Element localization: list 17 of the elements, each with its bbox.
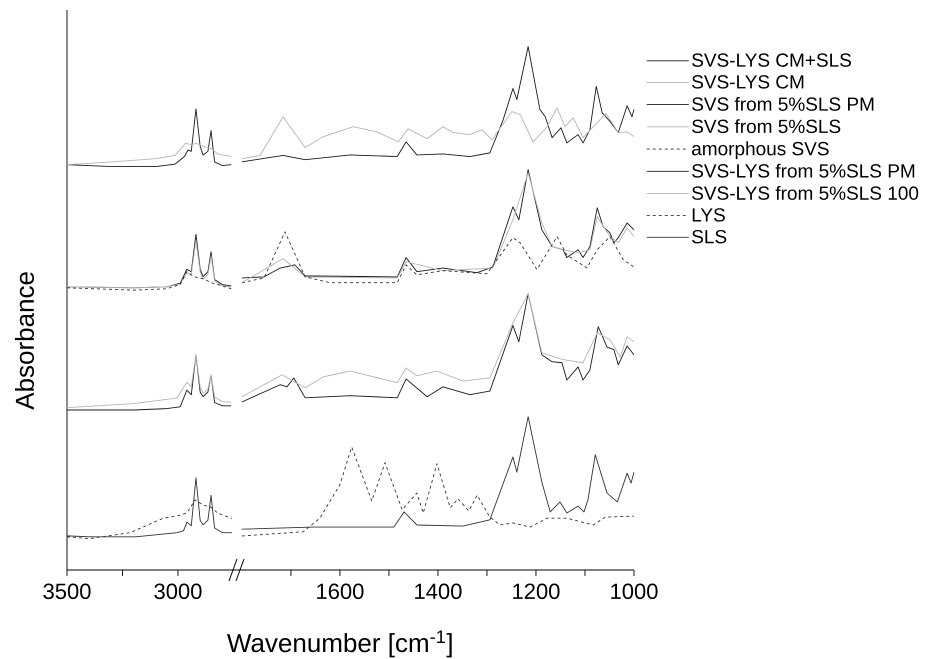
x-tick-label: 1200 (513, 584, 560, 600)
legend-label: SVS from 5%SLS (692, 119, 840, 134)
x-tick-label: 3000 (154, 584, 202, 600)
legend-label: LYS (692, 208, 725, 222)
x-axis-title: Wavenumber [cm$^{-1}$] (226, 630, 452, 658)
legend-label: SVS from 5%SLS PM (692, 96, 874, 111)
x-tick-label: 1400 (415, 584, 462, 600)
legend-label: SLS (692, 230, 726, 244)
legend-label: SVS-LYS from 5%SLS PM (692, 164, 914, 178)
x-tick-label: 3500 (43, 584, 91, 600)
legend-label: amorphous SVS (692, 141, 829, 160)
legend-label: SVS-LYS from 5%SLS 100 (692, 186, 918, 200)
x-tick-label: 1000 (611, 584, 658, 600)
legend-label: SVS-LYS CM+SLS (692, 53, 852, 67)
legend-label: SVS-LYS CM (692, 75, 804, 89)
x-tick-label: 1600 (317, 584, 364, 600)
y-axis-title: Absorbance (14, 272, 34, 410)
